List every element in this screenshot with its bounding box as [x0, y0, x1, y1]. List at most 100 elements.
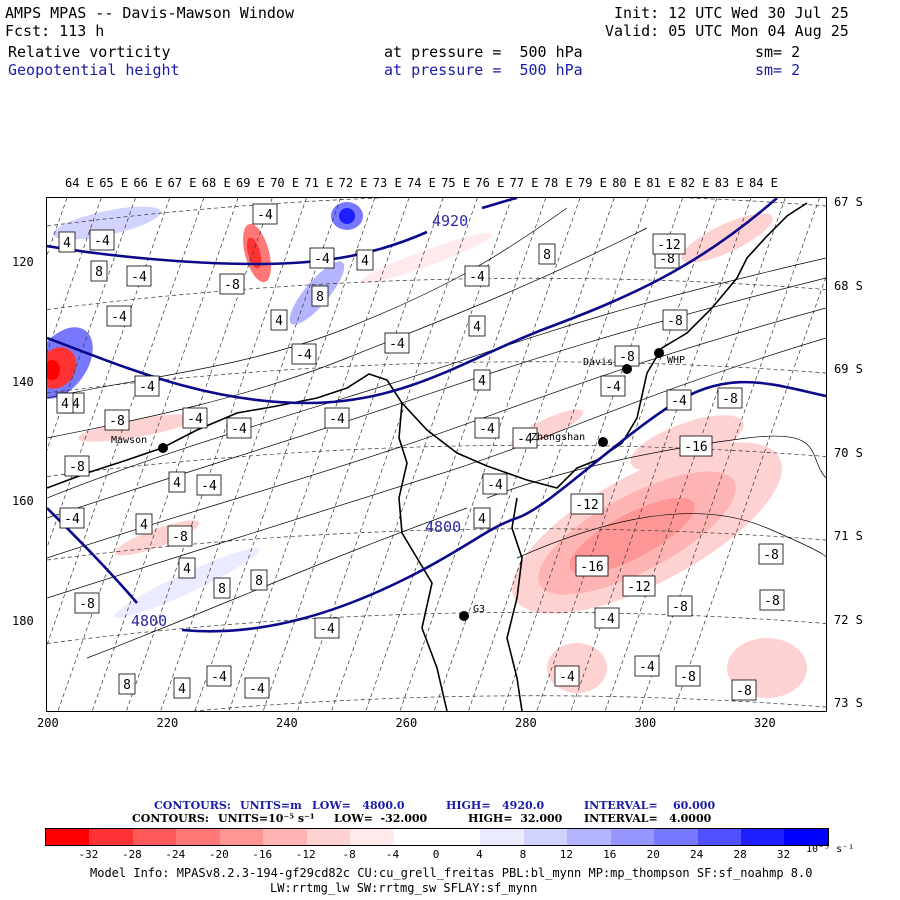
vorticity-contour-label: -4 [196, 474, 222, 496]
lat-label: 71 S [834, 529, 863, 543]
vorticity-contour-label: -4 [324, 407, 350, 429]
svg-text:-4: -4 [329, 412, 345, 427]
colorbar-swatch [263, 829, 307, 845]
map-panel[interactable]: 4920 4800 4800 -4 4 -4 8 -4 -8 -4 4 8 -4 4 -4 -4 -4 -4… [46, 197, 827, 712]
colorbar-tick-label: -24 [165, 848, 186, 861]
vorticity-contour-label: -12 [570, 493, 604, 515]
svg-text:-8: -8 [667, 314, 683, 329]
svg-text:-4: -4 [314, 252, 330, 267]
vorticity-contour-label: -8 [219, 273, 245, 295]
grid-y-label: 160 [12, 494, 34, 508]
vorticity-contour-label: -4 [252, 203, 278, 225]
svg-text:4: 4 [140, 518, 148, 533]
vorticity-contour-label: 8 [118, 673, 136, 695]
svg-text:-8: -8 [224, 278, 240, 293]
colorbar-swatch [784, 829, 828, 845]
lon-label: 79 E [578, 176, 607, 190]
svg-text:4: 4 [361, 254, 369, 269]
grid-x-label: 240 [276, 716, 298, 730]
vorticity-contour-label: -16 [575, 555, 609, 577]
vorticity-contour-label: 8 [250, 569, 268, 591]
station-mawson-marker[interactable] [158, 443, 168, 453]
vorticity-contour-label: -4 [384, 332, 410, 354]
svg-text:-4: -4 [201, 479, 217, 494]
height-label-4920: 4920 [432, 212, 468, 230]
vorticity-contour-label: -8 [675, 665, 701, 687]
lat-label: 70 S [834, 445, 863, 460]
vorticity-contour-label: -4 [182, 407, 208, 429]
lon-label: 83 E [714, 176, 744, 190]
grid-x-label: 220 [156, 716, 179, 730]
svg-text:-4: -4 [639, 660, 655, 675]
vorticity-contour-label: -16 [679, 435, 713, 457]
vorticity-contour-label: -4 [244, 677, 270, 699]
svg-text:8: 8 [543, 248, 551, 263]
svg-text:-8: -8 [619, 350, 635, 365]
vorticity-contour-label: -4 [309, 247, 335, 269]
svg-text:-8: -8 [680, 670, 696, 685]
vorticity-contour-label: -8 [167, 525, 193, 547]
grid-x-label: 200 [37, 716, 59, 730]
station-davis-label: Davis [583, 357, 613, 368]
lat-label: 68 S [834, 278, 863, 293]
colorbar-tick-label: 8 [519, 848, 527, 861]
colorbar-tick-label: -12 [295, 848, 316, 861]
lat-label: 69 S [834, 362, 863, 376]
vorticity-contour-label: -8 [717, 387, 743, 409]
vorticity-contour-label: 4 [56, 392, 74, 414]
vorticity-contour-label: 4 [270, 309, 288, 331]
colorbar-swatch [523, 829, 568, 845]
svg-text:-4: -4 [231, 422, 247, 437]
field2-level: at pressure = 500 hPa [384, 61, 583, 79]
vorticity-contour-label: -8 [104, 409, 130, 431]
vorticity-contour-label: -4 [106, 305, 132, 327]
svg-text:-8: -8 [79, 597, 95, 612]
lon-label: 81 E [646, 176, 676, 190]
vorticity-contour-label: 8 [213, 577, 231, 599]
vorticity-contour-label: 4 [473, 369, 491, 391]
map-svg: 4920 4800 4800 -44 -48 -4-8-4 48-4 4-4-4-4-4… [47, 198, 826, 711]
station-whp-label: WHP [667, 355, 685, 366]
station-zhongshan-marker[interactable] [598, 437, 608, 447]
station-whp-marker[interactable] [654, 348, 664, 358]
station-g3-label: G3 [473, 604, 485, 615]
init-time: Init: 12 UTC Wed 30 Jul 25 [614, 4, 849, 22]
colorbar [45, 828, 829, 846]
svg-text:-12: -12 [627, 580, 650, 595]
height-contour-label: CONTOURS: [154, 799, 231, 812]
lon-label: 71 E [304, 176, 334, 190]
model-info-line1: Model Info: MPASv8.2.3-194-gf29cd82c CU:… [90, 866, 813, 880]
svg-text:-8: -8 [722, 392, 738, 407]
lat-label: 67 S [834, 195, 863, 209]
lon-label: 77 E [509, 176, 539, 190]
colorbar-tick-label: 28 [733, 848, 747, 861]
station-davis-marker[interactable] [622, 364, 632, 374]
vorticity-contour-label: -8 [731, 679, 757, 701]
vorticity-labels: -4 4 -4 8 -4 -8 -4 4 8 -4 4 -4 -4 -4 -4 -4 -4 4 -4 4 4 -4 -4 -4… [56, 203, 785, 701]
svg-text:4: 4 [473, 320, 481, 335]
station-g3-marker[interactable] [459, 611, 469, 621]
plot-title: AMPS MPAS -- Davis-Mawson Window [5, 4, 294, 22]
height-low: LOW= 4800.0 [312, 799, 405, 812]
svg-text:-4: -4 [469, 270, 485, 285]
field2-smoothing: sm= 2 [755, 61, 801, 79]
svg-text:8: 8 [123, 678, 131, 693]
colorbar-swatch [46, 829, 90, 845]
height-contours [47, 198, 826, 633]
vorticity-contour-label: 4 [468, 315, 486, 337]
svg-text:-8: -8 [172, 530, 188, 545]
station-zhongshan-label: Zhongshan [531, 432, 585, 443]
vorticity-contour-label: -8 [759, 589, 785, 611]
svg-text:-4: -4 [296, 348, 312, 363]
vorticity-contour-label: 4 [473, 507, 491, 529]
colorbar-swatch [393, 829, 437, 845]
field1-level: at pressure = 500 hPa [384, 43, 583, 61]
vorticity-contour-label: -12 [652, 233, 686, 255]
svg-text:-12: -12 [657, 238, 680, 253]
lon-label: 70 E [270, 176, 300, 190]
stations: Davis WHP Mawson Zhongshan G3 [111, 348, 685, 621]
vorticity-contour-label: -4 [482, 473, 508, 495]
vorticity-contour-label: 4 [356, 249, 374, 271]
colorbar-tick-label: 0 [432, 848, 440, 861]
colorbar-tick-label: 32 [776, 848, 791, 861]
